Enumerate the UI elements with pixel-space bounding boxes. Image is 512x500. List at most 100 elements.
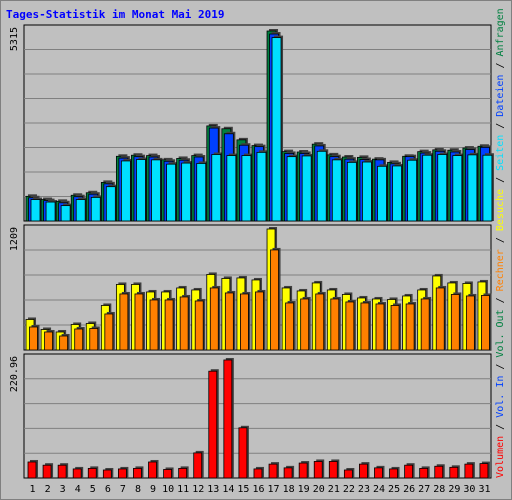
bar-seiten-day-22 <box>346 161 357 222</box>
x-tick-label-day-28: 28 <box>433 484 445 495</box>
legend-entry: / <box>495 418 506 436</box>
bar-rechner-day-2 <box>44 331 53 351</box>
bar-volumen-day-8 <box>133 467 142 479</box>
bar-rechner-day-29 <box>450 294 460 351</box>
bar-rechner-day-10 <box>164 299 174 351</box>
bar-rechner-day-26 <box>405 303 415 351</box>
bar-seiten-day-27 <box>422 154 433 222</box>
bar-rechner-day-28 <box>435 287 445 351</box>
x-tick-label-day-5: 5 <box>90 484 96 495</box>
bar-seiten-day-24 <box>377 165 387 222</box>
x-tick-label-day-18: 18 <box>283 484 295 495</box>
legend-entry: Dateien <box>495 75 506 117</box>
panel-border-bottom <box>23 353 492 479</box>
bar-seiten-day-17 <box>271 37 282 222</box>
bar-rechner-day-19 <box>300 298 310 351</box>
bar-volumen-day-3 <box>57 464 67 479</box>
bar-seiten-day-12 <box>196 163 207 222</box>
bar-rechner-day-23 <box>360 302 370 351</box>
bar-seiten-day-28 <box>437 154 448 222</box>
x-tick-label-day-20: 20 <box>313 484 325 495</box>
bar-seiten-day-11 <box>181 162 192 222</box>
bar-seiten-day-8 <box>136 159 146 222</box>
x-tick-label-day-15: 15 <box>237 484 249 495</box>
bar-volumen-day-24 <box>374 467 383 479</box>
bar-rechner-day-11 <box>179 296 189 351</box>
bar-volumen-day-5 <box>87 467 97 479</box>
bar-seiten-day-30 <box>467 154 478 222</box>
legend-entry: / <box>495 291 506 309</box>
x-tick-label-day-14: 14 <box>222 484 234 495</box>
y-max-label-bottom: 220.96 <box>9 356 20 392</box>
x-tick-label-day-4: 4 <box>75 484 81 495</box>
bar-volumen-day-9 <box>148 461 157 479</box>
bar-volumen-day-7 <box>117 468 127 479</box>
bar-seiten-day-3 <box>60 205 71 222</box>
bar-rechner-day-16 <box>255 291 264 351</box>
x-tick-label-day-23: 23 <box>358 484 370 495</box>
x-tick-label-day-22: 22 <box>343 484 355 495</box>
x-tick-label-day-11: 11 <box>177 484 189 495</box>
bar-seiten-day-1 <box>30 199 41 222</box>
bar-volumen-day-4 <box>72 468 82 479</box>
bar-seiten-day-18 <box>286 156 297 222</box>
bar-rechner-day-31 <box>481 295 490 351</box>
bar-seiten-day-4 <box>75 199 86 222</box>
bar-rechner-day-15 <box>240 293 249 351</box>
x-tick-label-day-26: 26 <box>403 484 415 495</box>
bar-volumen-day-14 <box>223 359 233 479</box>
bar-rechner-day-5 <box>89 328 99 351</box>
bar-seiten-day-10 <box>166 163 176 222</box>
x-tick-label-day-10: 10 <box>162 484 174 495</box>
bar-rechner-day-4 <box>74 328 84 351</box>
legend-entry: / <box>495 358 506 376</box>
bar-seiten-day-20 <box>316 150 327 222</box>
bar-volumen-day-2 <box>42 464 52 479</box>
x-tick-label-day-2: 2 <box>45 484 51 495</box>
legend: Volumen / Vol. In / Vol. Out / Rechner /… <box>495 8 506 478</box>
legend-entry: Rechner <box>495 249 506 291</box>
bar-volumen-day-30 <box>464 463 474 479</box>
x-tick-label-day-13: 13 <box>207 484 219 495</box>
legend-entry: / <box>495 117 506 135</box>
bar-rechner-day-30 <box>465 295 475 351</box>
x-tick-label-day-7: 7 <box>120 484 126 495</box>
bar-volumen-day-28 <box>434 465 444 479</box>
bar-seiten-day-14 <box>226 155 237 222</box>
bar-seiten-day-5 <box>90 197 101 222</box>
bar-seiten-day-26 <box>407 159 418 222</box>
bar-volumen-day-11 <box>178 467 188 479</box>
bar-seiten-day-6 <box>105 186 116 222</box>
bar-seiten-day-9 <box>151 159 161 222</box>
bar-volumen-day-19 <box>298 462 308 479</box>
legend-entry: Besuche <box>495 189 506 231</box>
x-tick-label-day-29: 29 <box>448 484 460 495</box>
bar-volumen-day-15 <box>238 427 248 479</box>
bar-volumen-day-20 <box>313 461 323 479</box>
bar-volumen-day-18 <box>283 467 293 479</box>
bar-volumen-day-13 <box>208 370 218 479</box>
x-tick-label-day-16: 16 <box>252 484 264 495</box>
bar-rechner-day-24 <box>375 303 385 351</box>
x-tick-label-day-25: 25 <box>388 484 400 495</box>
x-tick-label-day-3: 3 <box>60 484 66 495</box>
legend-entry: Anfragen <box>495 8 506 56</box>
bar-seiten-day-7 <box>120 160 131 222</box>
bar-seiten-day-15 <box>241 155 252 222</box>
bar-volumen-day-25 <box>389 468 398 479</box>
legend-entry: Vol. In <box>495 376 506 418</box>
bar-volumen-day-17 <box>268 463 278 479</box>
bar-seiten-day-13 <box>211 154 222 222</box>
bar-seiten-day-16 <box>256 151 267 222</box>
x-tick-label-day-6: 6 <box>105 484 111 495</box>
x-tick-label-day-27: 27 <box>418 484 430 495</box>
bar-rechner-day-8 <box>134 293 144 351</box>
x-tick-label-day-30: 30 <box>463 484 475 495</box>
bar-volumen-day-27 <box>419 467 429 479</box>
bar-rechner-day-9 <box>149 299 159 351</box>
bar-volumen-day-16 <box>253 468 263 479</box>
bar-rechner-day-3 <box>59 335 69 351</box>
x-tick-label-day-9: 9 <box>150 484 156 495</box>
x-tick-label-day-1: 1 <box>30 484 36 495</box>
